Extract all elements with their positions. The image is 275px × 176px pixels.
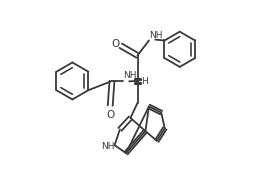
Text: NH: NH <box>149 31 163 40</box>
Text: O: O <box>111 39 120 49</box>
Text: H: H <box>141 77 148 86</box>
Text: NH: NH <box>123 71 137 80</box>
Text: O: O <box>106 110 114 120</box>
Text: NH: NH <box>101 142 115 152</box>
